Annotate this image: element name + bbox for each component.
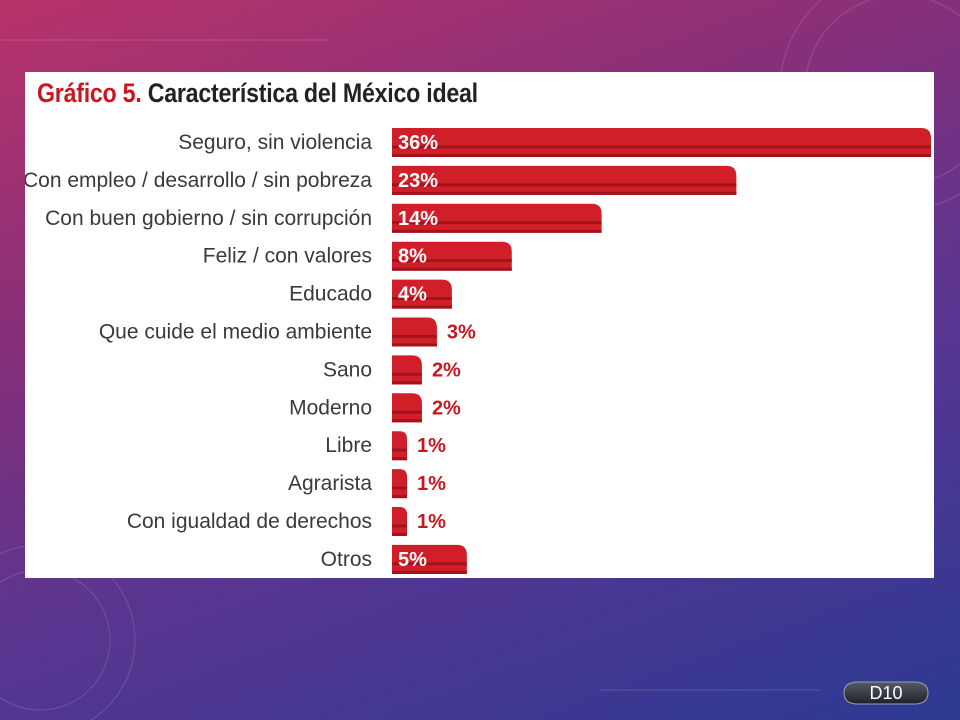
category-label: Otros [321, 548, 372, 571]
badge-label: D10 [869, 683, 903, 703]
bar [392, 393, 422, 423]
bar-stripe [392, 334, 437, 338]
bar-stripe [392, 486, 407, 490]
bar [392, 355, 422, 385]
bar-stripe [392, 448, 407, 452]
bar-shadow [392, 419, 422, 423]
category-label: Sano [323, 358, 372, 381]
bar-stripe [392, 372, 422, 376]
bar-shadow [392, 343, 437, 347]
bar [392, 469, 407, 499]
category-label: Con buen gobierno / sin corrupción [45, 207, 372, 230]
bar-shadow [392, 570, 467, 574]
bar-stripe [392, 410, 422, 414]
badge-shape [843, 681, 929, 705]
value-label: 23% [398, 170, 438, 192]
bar-stripe [392, 145, 931, 149]
chart-title-prefix: Gráfico 5. [37, 78, 142, 108]
value-label: 2% [432, 359, 461, 381]
bar-stripe [392, 297, 452, 300]
category-label: Feliz / con valores [203, 245, 372, 268]
bar-stripe [392, 524, 407, 528]
chart-title-main: Característica del México ideal [147, 78, 478, 108]
bar [392, 544, 467, 574]
bar-stripe [392, 183, 737, 187]
bar [392, 241, 512, 271]
bar-shadow [392, 267, 512, 271]
bar-shadow [392, 305, 452, 309]
bar [392, 317, 437, 347]
value-label: 1% [417, 473, 446, 495]
bar-shadow [392, 191, 737, 195]
bar-shadow [392, 154, 931, 157]
category-label: Con igualdad de derechos [127, 510, 372, 533]
slide-badge: D10 [838, 678, 934, 708]
category-label: Que cuide el medio ambiente [99, 321, 372, 344]
bar-stripe [392, 221, 602, 225]
bar [392, 128, 931, 157]
category-label: Moderno [289, 396, 372, 419]
bar [392, 507, 407, 536]
value-label: 1% [417, 511, 446, 533]
bar [392, 203, 602, 233]
value-label: 8% [398, 246, 427, 268]
value-label: 14% [398, 208, 438, 230]
category-label: Educado [289, 283, 372, 306]
bar-shadow [392, 457, 407, 461]
bar-shadow [392, 381, 422, 385]
value-label: 5% [398, 549, 427, 571]
value-label: 3% [447, 322, 476, 344]
bar-chart: Seguro, sin violencia 36% Con empleo / des… [25, 128, 931, 574]
value-label: 2% [432, 397, 461, 419]
category-label: Seguro, sin violencia [178, 131, 372, 154]
bar-shadow [392, 229, 602, 233]
bar-stripe [392, 562, 467, 566]
chart-panel: Gráfico 5. Característica del México ide… [25, 72, 934, 578]
bar [392, 279, 452, 309]
category-label: Con empleo / desarrollo / sin pobreza [25, 169, 372, 192]
value-label: 4% [398, 284, 427, 306]
bar [392, 431, 407, 461]
category-label: Libre [325, 434, 372, 457]
bar [392, 165, 737, 195]
bar-shadow [392, 495, 407, 499]
value-label: 36% [398, 132, 438, 154]
bar-stripe [392, 259, 512, 263]
value-label: 1% [417, 435, 446, 457]
chart-title: Gráfico 5. Característica del México ide… [37, 78, 478, 109]
category-label: Agrarista [288, 472, 372, 495]
bar-shadow [392, 533, 407, 536]
